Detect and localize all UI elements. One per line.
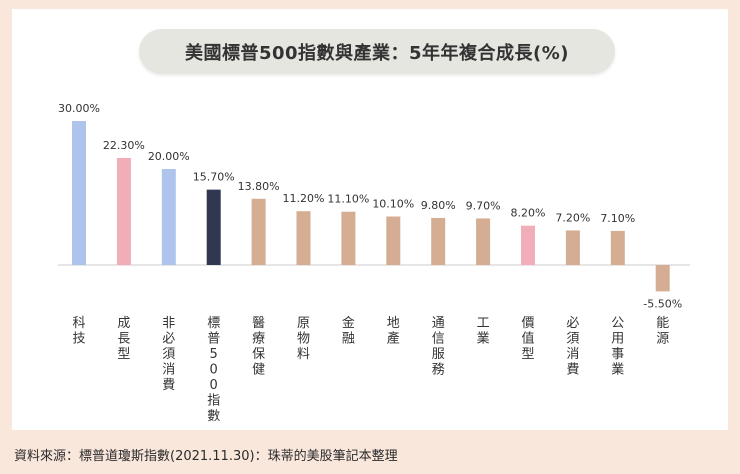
category-label-char: 能 [656, 316, 669, 331]
data-label: 7.20% [555, 211, 590, 224]
chart-title-pill: 美國標普500指數與產業：5年年複合成長(%) [139, 29, 615, 74]
category-label-char: 須 [162, 347, 175, 362]
category-label-char: 費 [566, 363, 579, 378]
category-label-char: 源 [656, 332, 669, 347]
data-label: 7.10% [600, 212, 635, 225]
category-label-char: 0 [210, 363, 218, 378]
chart-card [12, 9, 728, 430]
category-label-char: 料 [297, 347, 310, 362]
data-label: 15.70% [193, 171, 235, 184]
category-label-char: 業 [477, 331, 490, 347]
category-label-char: 金 [342, 315, 355, 331]
category-label-char: 技 [72, 332, 85, 347]
data-label: 20.00% [148, 150, 190, 163]
category-label-char: 物 [297, 332, 310, 347]
category-label-char: 產 [387, 331, 400, 347]
bar [161, 169, 176, 265]
data-label: 10.10% [372, 198, 414, 211]
data-label: 9.80% [421, 199, 456, 212]
category-label-char: 業 [611, 362, 624, 378]
category-label-char: 服 [432, 347, 445, 362]
bar [476, 218, 491, 265]
bar [386, 216, 401, 265]
bar [431, 217, 446, 265]
category-label-char: 非 [162, 316, 175, 331]
category-label-char: 科 [72, 316, 85, 331]
data-label: 30.00% [58, 102, 100, 115]
bar [655, 265, 670, 292]
category-label-char: 地 [387, 316, 400, 331]
category-label-char: 公 [611, 316, 624, 331]
category-label-char: 0 [210, 378, 218, 393]
category-label-char: 指 [207, 394, 220, 409]
category-label-char: 用 [611, 332, 624, 347]
category-label-char: 長 [117, 332, 130, 347]
category-label-char: 數 [207, 409, 220, 424]
bar [521, 225, 535, 265]
category-label-char: 5 [210, 347, 218, 362]
data-label: 9.70% [466, 199, 501, 212]
category-label-char: 通 [432, 316, 445, 331]
category-label-char: 成 [117, 316, 130, 331]
data-label: -5.50% [643, 297, 682, 310]
category-label-char: 必 [566, 316, 579, 331]
category-label-char: 保 [252, 347, 265, 362]
category-label-char: 型 [521, 347, 534, 362]
bar [116, 157, 131, 265]
source-note: 資料來源：標普道瓊斯指數(2021.11.30)：珠蒂的美股筆記本整理 [14, 449, 398, 464]
bar [610, 230, 625, 265]
category-label-char: 價 [521, 316, 534, 331]
data-label: 22.30% [103, 139, 145, 152]
category-label-char: 醫 [252, 316, 265, 331]
data-label: 8.20% [511, 207, 546, 220]
category-label-char: 須 [566, 332, 579, 347]
category-label-char: 必 [162, 332, 175, 347]
category-label-char: 型 [117, 347, 130, 362]
category-label-char: 工 [477, 316, 490, 331]
category-label-char: 消 [162, 363, 175, 378]
bar [206, 189, 221, 265]
chart-title: 美國標普500指數與產業：5年年複合成長(%) [184, 42, 570, 64]
bar [296, 211, 311, 265]
category-label-char: 健 [252, 363, 265, 378]
bar [341, 211, 356, 265]
bar [565, 230, 580, 265]
data-label: 13.80% [238, 180, 280, 193]
category-label-char: 信 [432, 332, 445, 347]
category-label-char: 標 [207, 316, 220, 331]
bar [251, 198, 266, 265]
data-label: 11.10% [327, 193, 369, 206]
category-label-char: 費 [162, 378, 175, 393]
category-label-char: 融 [342, 332, 355, 347]
category-label-char: 值 [521, 331, 534, 347]
bar [72, 121, 86, 265]
category-label-char: 消 [566, 347, 579, 362]
category-label-char: 普 [207, 332, 220, 347]
category-label-char: 事 [611, 347, 624, 362]
category-label-char: 療 [252, 332, 265, 347]
data-label: 11.20% [283, 192, 325, 205]
category-label-char: 務 [432, 363, 445, 378]
category-label-char: 原 [297, 316, 310, 331]
